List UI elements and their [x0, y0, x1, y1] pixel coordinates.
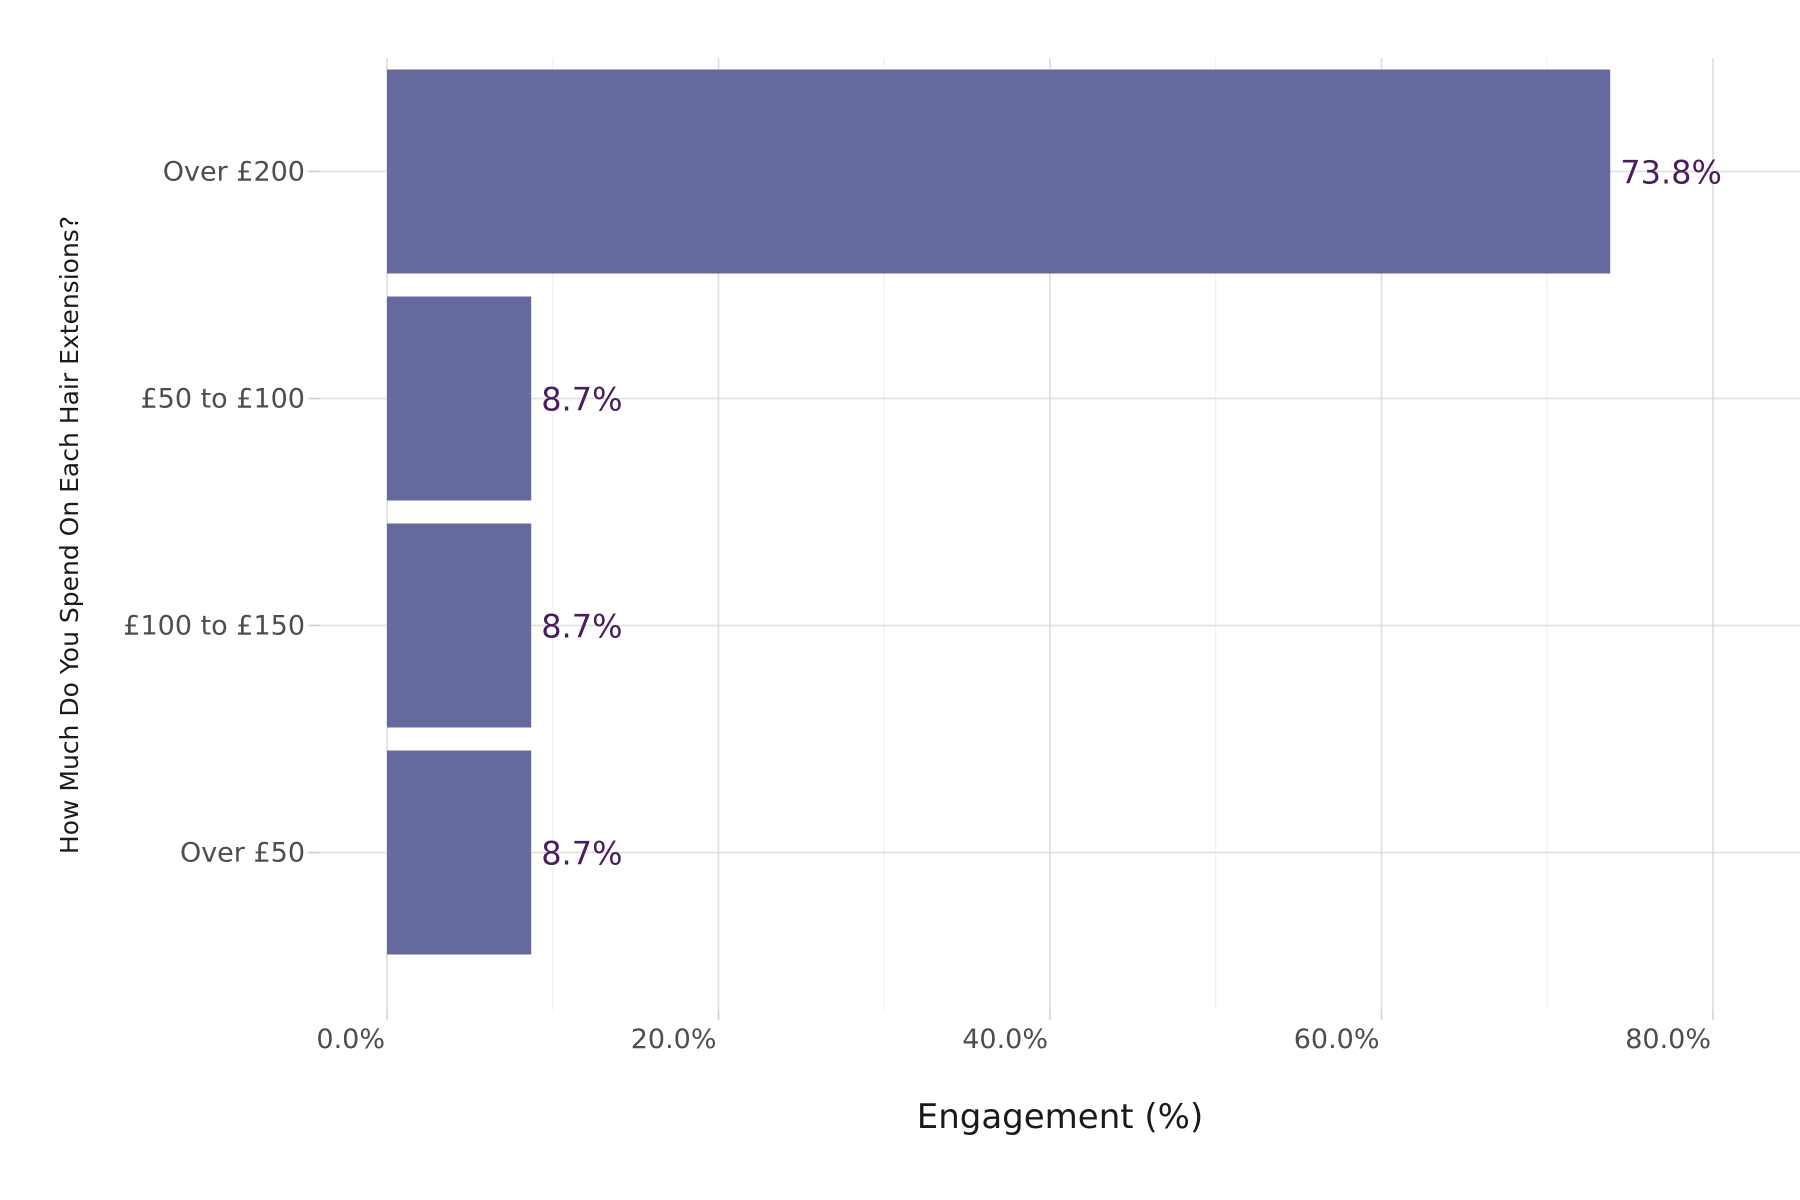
bar — [387, 296, 532, 501]
y-tick-label: Over £200 — [163, 157, 305, 188]
x-tick-label: 0.0% — [316, 1024, 385, 1055]
bar — [387, 750, 532, 955]
bar — [387, 69, 1611, 274]
bar-data-label: 8.7% — [541, 381, 622, 419]
bars — [387, 69, 1611, 955]
y-axis: Over £200 £50 to £100 £100 to £150 Over £50 — [123, 157, 320, 869]
bar — [387, 523, 532, 728]
x-tick-label: 60.0% — [1294, 1024, 1380, 1055]
x-tick-label: 40.0% — [962, 1024, 1048, 1055]
y-tick-label: £100 to £150 — [123, 611, 305, 642]
x-tick-label: 80.0% — [1625, 1024, 1711, 1055]
y-axis-title: How Much Do You Spend On Each Hair Exten… — [55, 216, 84, 854]
bar-data-label: 73.8% — [1620, 154, 1722, 192]
y-tick-label: £50 to £100 — [140, 384, 305, 415]
bar-data-label: 8.7% — [541, 835, 622, 873]
y-tick-label: Over £50 — [180, 838, 305, 869]
x-axis-title: Engagement (%) — [917, 1097, 1204, 1137]
x-axis: 0.0% 20.0% 40.0% 60.0% 80.0% — [316, 1010, 1714, 1055]
x-tick-label: 20.0% — [631, 1024, 717, 1055]
bar-data-label: 8.7% — [541, 608, 622, 646]
data-labels: 73.8% 8.7% 8.7% 8.7% — [541, 154, 1722, 873]
